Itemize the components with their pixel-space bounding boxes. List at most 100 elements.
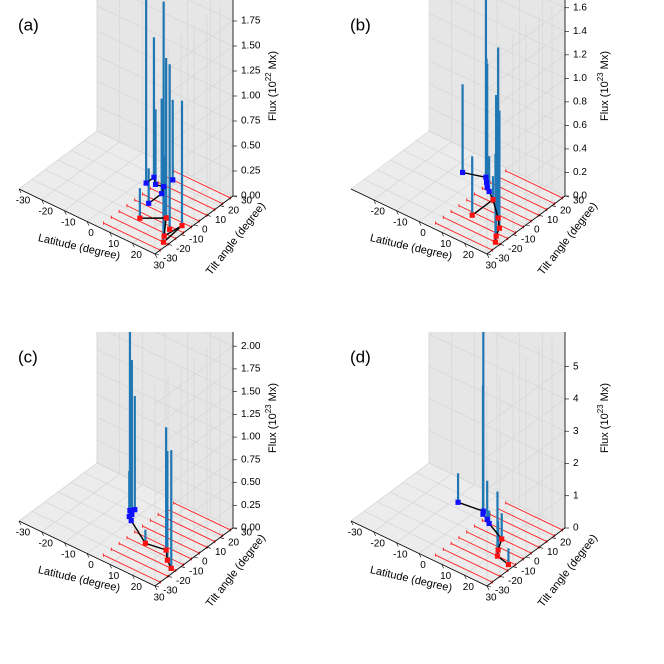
y-tick [180,234,186,236]
panel-label: (d) [350,347,371,366]
south-marker [490,197,496,203]
y-tick [154,585,160,588]
south-marker [495,547,501,553]
z-tick-label: 1.2 [573,49,587,60]
y-tick [512,234,518,236]
y-tick-label: 30 [241,528,253,539]
x-tick-label: 30 [485,593,497,604]
y-tick-label: 10 [215,215,227,226]
north-marker [152,181,159,187]
x-tick [418,221,422,226]
panel-label: (a) [18,15,39,34]
y-tick-label: -30 [163,254,178,265]
z-tick-label: 0.00 [241,191,261,202]
z-tick-label: 2.00 [241,341,261,352]
y-tick-label: 20 [228,537,240,548]
z-axis-label-prefix: Flux (10 [599,81,611,121]
z-tick-label: 1.75 [241,16,261,27]
south-marker [161,233,167,239]
x-tick-label: -10 [61,549,76,560]
south-marker [499,536,505,542]
south-marker [179,223,185,229]
south-marker [167,226,173,232]
x-tick-label: 30 [153,261,165,272]
z-axis-label: Flux (1022 Mx) [264,51,279,121]
x-tick-label: -20 [370,538,385,549]
band-segment [482,519,540,548]
band-segment [157,182,215,210]
north-marker [127,507,133,514]
x-tick [132,243,135,248]
y-tick-label: 20 [560,537,572,548]
x-tick [154,585,158,591]
x-axis-label: Latitude (degree) [37,564,121,595]
north-marker [480,511,486,517]
y-tick [525,556,531,559]
x-tick-label: -20 [370,206,385,217]
z-axis-label-prefix: Flux (10 [267,413,279,453]
z-axis-label: Flux (1023 Mx) [596,51,611,121]
x-tick [418,553,422,558]
x-tick [396,542,399,547]
z-tick-label: 1.4 [573,26,587,37]
y-tick-label: 30 [241,196,253,207]
y-tick [219,205,225,207]
z-tick-label: 0.75 [241,454,261,465]
north-marker [483,174,489,180]
band-segment [482,187,540,216]
south-marker [163,215,169,221]
band-segment [435,222,493,251]
y-tick-label: -10 [189,566,204,577]
z-axis-label-suffix: Mx) [599,383,611,404]
z-tick-label: 0 [573,523,579,534]
x-tick-label: -10 [393,549,408,560]
x-tick [486,253,490,259]
z-axis-label-suffix: Mx) [267,383,279,404]
y-tick-label: 0 [534,557,540,568]
y-tick [219,537,225,539]
x-tick [154,253,158,259]
z-tick-label: 1.6 [573,2,587,13]
x-tick-label: 0 [420,228,426,239]
z-axis-label-exponent: 22 [264,72,273,81]
z-tick-label: 2 [573,458,579,469]
y-tick-label: 0 [202,557,208,568]
north-marker [126,513,132,520]
y-tick [499,576,505,578]
x-tick [109,564,112,569]
x-tick-label: 20 [463,582,475,593]
y-tick-label: -20 [176,244,191,255]
band-segment [173,502,231,531]
y-tick-label: 0 [534,225,540,236]
y-tick-label: 0 [202,225,208,236]
y-tick-label: 20 [560,205,572,216]
y-tick [551,205,557,207]
south-marker [142,540,148,546]
x-tick-label: 20 [463,250,475,261]
x-tick [64,542,67,547]
x-tick-label: -30 [348,528,363,539]
z-tick-label: 0.8 [573,97,587,108]
x-axis-label: Latitude (degree) [369,564,453,595]
y-tick [486,585,492,588]
band-segment [134,531,192,560]
band-segment [173,170,231,199]
y-tick-label: -10 [521,566,536,577]
y-tick-label: -20 [508,576,523,587]
x-tick [18,520,22,526]
band-segment [489,514,547,542]
panel-label: (b) [350,15,371,34]
path-line [496,538,509,566]
north-marker [460,169,466,176]
x-tick [64,210,67,215]
y-tick-label: -30 [495,254,510,265]
z-tick-label: 1.25 [241,66,261,77]
north-marker [486,520,492,527]
z-axis-label-exponent: 23 [264,404,273,413]
z-tick-label: 0.4 [573,144,587,155]
x-tick-label: 10 [108,571,120,582]
y-tick [167,244,173,246]
z-axis-label: Flux (1023 Mx) [264,383,279,453]
y-tick [180,566,186,568]
y-tick [206,547,212,549]
